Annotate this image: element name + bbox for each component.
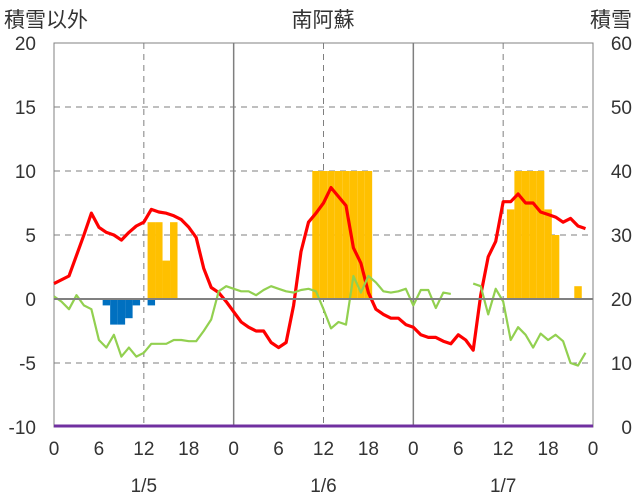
date-label: 1/5 [131, 476, 157, 497]
x-tick-label: 12 [133, 439, 154, 460]
x-tick-label: 12 [493, 439, 514, 460]
precip-bar [117, 299, 126, 325]
snow-bar [162, 260, 171, 299]
y-right-tick-label: 10 [611, 354, 632, 375]
y-right-tick-label: 20 [611, 290, 632, 311]
chart-title: 南阿蘇 [292, 8, 355, 32]
y-right-tick-label: 50 [611, 98, 632, 119]
precip-bar [147, 299, 156, 306]
date-label: 1/7 [490, 476, 516, 497]
y-left-tick-label: -10 [9, 418, 36, 439]
x-tick-label: 18 [538, 439, 559, 460]
x-tick-label: 0 [49, 439, 60, 460]
precip-bar [132, 299, 141, 306]
snow-bar [544, 209, 552, 299]
line-layer [53, 186, 587, 367]
precip-bar [110, 299, 118, 325]
date-label: 1/6 [310, 476, 336, 497]
x-tick-label: 0 [228, 439, 239, 460]
x-tick-label: 0 [408, 439, 419, 460]
axis-layer [54, 298, 593, 428]
red-series-line [53, 186, 587, 352]
x-tick-label: 0 [588, 439, 599, 460]
snow-bar [514, 171, 522, 299]
y-left-tick-label: -5 [19, 354, 36, 375]
precip-bar [125, 299, 133, 319]
x-tick-label: 18 [358, 439, 379, 460]
snow-bar [342, 171, 350, 299]
y-right-axis-label: 積雪 [590, 8, 632, 32]
x-tick-label: 6 [453, 439, 464, 460]
y-left-tick-label: 15 [15, 98, 36, 119]
y-right-tick-label: 40 [611, 162, 632, 183]
snow-bar [506, 209, 515, 299]
y-left-tick-label: 0 [25, 290, 36, 311]
snow-bar [349, 171, 358, 299]
green-series-line [53, 274, 587, 367]
y-right-tick-label: 0 [621, 418, 632, 439]
snow-bar [536, 171, 545, 299]
bar-layer [102, 171, 582, 325]
snow-bar [327, 171, 335, 299]
snow-bar [521, 171, 530, 299]
snow-bar [155, 222, 163, 299]
snow-bar [357, 171, 365, 299]
snow-bar [312, 171, 320, 299]
y-left-tick-label: 10 [15, 162, 36, 183]
y-right-tick-label: 30 [611, 226, 632, 247]
snow-bar [334, 171, 343, 299]
y-right-tick-label: 60 [611, 34, 632, 55]
x-tick-label: 18 [178, 439, 199, 460]
x-tick-label: 6 [94, 439, 105, 460]
y-left-tick-label: 20 [15, 34, 36, 55]
snow-bar [551, 235, 560, 299]
snow-bar [319, 171, 328, 299]
snow-bar [170, 222, 178, 299]
snow-bar [529, 171, 537, 299]
x-tick-label: 12 [313, 439, 334, 460]
snow-bar [147, 222, 156, 299]
x-tick-label: 6 [273, 439, 284, 460]
snow-bar [364, 171, 373, 299]
y-left-axis-label: 積雪以外 [4, 8, 88, 32]
y-left-tick-label: 5 [25, 226, 36, 247]
precip-bar [102, 299, 111, 306]
snow-bar [574, 286, 582, 299]
